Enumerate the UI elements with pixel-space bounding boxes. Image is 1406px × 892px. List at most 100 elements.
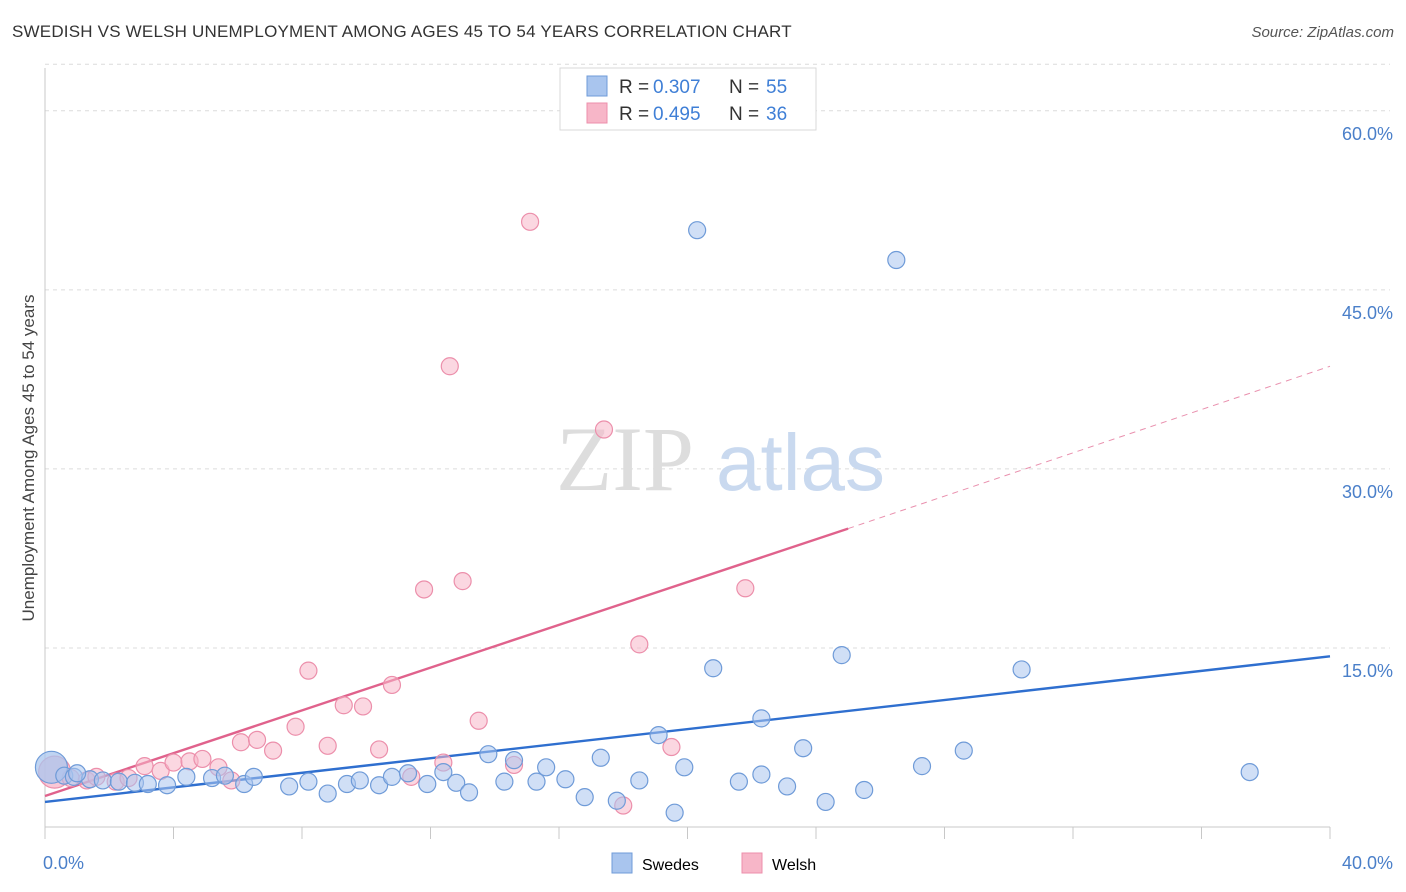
- chart-title: SWEDISH VS WELSH UNEMPLOYMENT AMONG AGES…: [12, 22, 792, 41]
- point-swedes: [832, 646, 851, 665]
- point-swedes: [434, 762, 453, 782]
- point-swedes: [675, 758, 694, 777]
- point-welsh: [382, 675, 402, 695]
- bottom-legend-swatch: [741, 852, 763, 874]
- point-swedes: [855, 780, 874, 800]
- point-welsh: [440, 357, 459, 376]
- point-welsh: [164, 753, 183, 772]
- point-swedes: [318, 784, 337, 803]
- point-swedes: [537, 758, 556, 777]
- source-label: Source: ZipAtlas.com: [1251, 24, 1394, 41]
- watermark-zip: ZIP: [556, 408, 694, 510]
- point-welsh: [135, 757, 154, 776]
- legend-r-value: 0.307: [653, 77, 701, 98]
- point-welsh: [630, 635, 649, 654]
- point-swedes: [729, 772, 749, 791]
- legend-n-value: 36: [766, 104, 787, 125]
- point-swedes: [752, 709, 771, 728]
- point-swedes: [575, 788, 594, 807]
- point-welsh: [247, 730, 267, 749]
- point-welsh: [594, 420, 614, 439]
- legend-swatch: [586, 102, 608, 124]
- point-welsh: [334, 696, 353, 715]
- point-swedes: [816, 792, 835, 812]
- point-welsh: [193, 749, 212, 769]
- y-tick-labels: 15.0% 30.0% 45.0% 60.0%: [1342, 124, 1393, 681]
- y-tick-label: 45.0%: [1342, 303, 1393, 323]
- point-swedes: [370, 776, 389, 795]
- point-welsh: [414, 580, 434, 599]
- point-swedes: [688, 221, 707, 240]
- series-legend: Swedes Welsh: [611, 852, 816, 874]
- point-swedes: [418, 774, 437, 794]
- point-swedes: [504, 751, 524, 770]
- y-tick-label: 15.0%: [1342, 661, 1393, 681]
- point-swedes: [109, 772, 128, 791]
- point-welsh: [286, 717, 305, 736]
- bottom-legend-label: Welsh: [772, 857, 816, 874]
- watermark-atlas: atlas: [716, 418, 885, 507]
- point-swedes: [177, 767, 196, 786]
- point-swedes: [665, 803, 684, 822]
- point-swedes: [280, 777, 299, 796]
- legend-r-label: R =: [619, 77, 649, 98]
- point-swedes: [649, 725, 668, 745]
- point-swedes: [479, 745, 498, 764]
- y-tick-label: 30.0%: [1342, 482, 1393, 502]
- point-swedes: [752, 765, 771, 784]
- legend-n-label: N =: [729, 104, 759, 125]
- legend-n-label: N =: [729, 77, 759, 98]
- point-swedes: [350, 771, 369, 790]
- point-swedes: [607, 791, 626, 810]
- point-swedes: [1240, 762, 1259, 782]
- legend-r-label: R =: [619, 104, 649, 125]
- point-welsh: [231, 733, 251, 752]
- bottom-legend-label: Swedes: [642, 857, 699, 874]
- point-welsh: [520, 212, 540, 231]
- point-swedes: [527, 772, 546, 791]
- axes: [44, 68, 1331, 839]
- x-tick-label: 40.0%: [1342, 853, 1393, 873]
- point-swedes: [630, 771, 649, 790]
- point-swedes: [556, 770, 575, 789]
- point-welsh: [370, 740, 389, 759]
- correlation-legend: R = 0.307 N = 55 R = 0.495 N = 36: [559, 67, 817, 131]
- point-swedes: [215, 766, 234, 785]
- gridlines: [45, 63, 1390, 649]
- point-swedes: [157, 776, 177, 795]
- trendline-extension-welsh: [847, 365, 1331, 530]
- point-welsh: [299, 661, 318, 680]
- watermark: ZIP atlas: [556, 408, 885, 510]
- point-swedes: [591, 748, 610, 767]
- point-swedes: [704, 659, 723, 678]
- point-welsh: [263, 741, 283, 760]
- point-welsh: [736, 579, 755, 598]
- point-swedes: [398, 764, 418, 783]
- trendline-welsh: [44, 527, 849, 798]
- data-points: [34, 212, 1259, 822]
- point-welsh: [353, 697, 373, 716]
- point-welsh: [469, 711, 488, 730]
- point-welsh: [318, 736, 337, 755]
- point-swedes: [68, 764, 87, 783]
- point-swedes: [887, 250, 906, 270]
- point-swedes: [459, 783, 479, 802]
- point-swedes: [93, 771, 112, 790]
- bottom-legend-swatch: [611, 852, 633, 874]
- legend-n-value: 55: [766, 77, 787, 98]
- point-swedes: [299, 772, 318, 791]
- point-swedes: [1012, 660, 1031, 679]
- point-swedes: [777, 777, 797, 796]
- point-welsh: [662, 737, 681, 757]
- x-tick-labels: 0.0% 40.0%: [43, 853, 1393, 873]
- legend-r-value: 0.495: [653, 104, 701, 125]
- point-swedes: [495, 772, 514, 791]
- point-swedes: [912, 757, 932, 776]
- point-swedes: [954, 741, 973, 760]
- point-swedes: [244, 767, 263, 786]
- legend-swatch: [586, 75, 608, 97]
- x-tick-label: 0.0%: [43, 853, 84, 873]
- point-swedes: [138, 774, 157, 794]
- point-swedes: [447, 773, 466, 792]
